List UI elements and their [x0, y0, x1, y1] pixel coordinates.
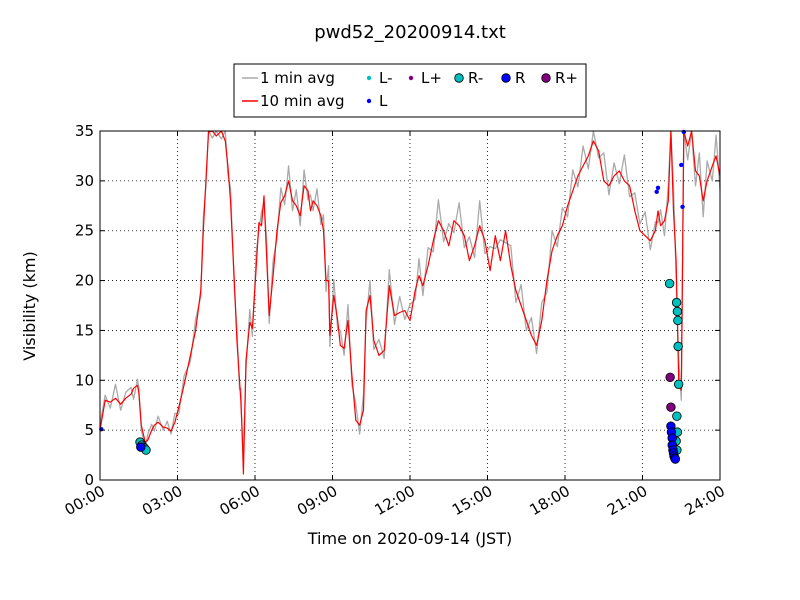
legend-label: L+ [421, 69, 442, 87]
y-axis-label: Visibility (km) [20, 251, 39, 360]
legend-swatch-dot [408, 75, 414, 81]
legend-entry: 1 min avg [242, 69, 335, 87]
legend-swatch-dot [366, 98, 372, 104]
series-rminus-point [673, 315, 683, 326]
y-axis: 0 5 10 15 20 25 30 35 [75, 122, 720, 489]
series-rminus-point [671, 297, 682, 308]
series-l-point [680, 204, 685, 209]
x-tick-label: 09:00 [294, 482, 340, 519]
series-l-point [681, 129, 687, 135]
legend-entry: R- [454, 69, 483, 87]
y-tick-label: 0 [84, 471, 94, 489]
series-10min-avg-line [99, 130, 721, 475]
x-tick-label: 03:00 [139, 482, 185, 519]
legend-entry: L [366, 92, 388, 110]
legend-entry: L+ [408, 69, 442, 87]
x-tick-label: 12:00 [372, 482, 418, 519]
y-tick-label: 10 [75, 371, 94, 389]
legend-swatch-circle [541, 73, 551, 83]
legend: 1 min avg 10 min avg L- L L+ R- R R+ [233, 63, 587, 118]
y-tick-label: 35 [75, 122, 94, 140]
y-tick-label: 5 [84, 421, 94, 439]
legend-label: L- [379, 69, 393, 87]
x-tick-label: 21:00 [604, 482, 650, 519]
x-axis-label: Time on 2020-09-14 (JST) [307, 529, 512, 548]
legend-entry: R+ [541, 69, 578, 87]
legend-label: R+ [555, 69, 578, 87]
x-tick-label: 18:00 [527, 482, 573, 519]
series-l-point [654, 189, 659, 195]
y-tick-label: 20 [75, 272, 94, 290]
series-rplus-point [666, 402, 676, 412]
series-rminus-point [664, 278, 675, 289]
legend-entry: L- [366, 69, 393, 87]
series-rplus-point [665, 372, 675, 382]
legend-label: 1 min avg [260, 69, 335, 87]
series-r-point [670, 454, 681, 464]
legend-label: 10 min avg [260, 92, 345, 110]
series-l-point [679, 162, 684, 168]
legend-frame [233, 63, 587, 118]
legend-label: L [379, 92, 388, 110]
x-tick-label: 24:00 [682, 482, 728, 519]
series-layer [99, 130, 721, 475]
legend-swatch-circle [454, 73, 464, 83]
legend-label: R- [468, 69, 483, 87]
series-rminus-point [672, 411, 682, 421]
y-tick-label: 25 [75, 222, 94, 240]
y-tick-label: 30 [75, 172, 94, 190]
legend-swatch-dot [366, 75, 372, 81]
y-tick-label: 15 [75, 321, 94, 339]
series-l-point [655, 185, 661, 191]
x-tick-label: 15:00 [449, 482, 495, 519]
grid-lines [100, 131, 720, 480]
chart-title: pwd52_20200914.txt [314, 22, 506, 43]
x-tick-label: 06:00 [217, 482, 263, 519]
series-r-point [136, 442, 146, 452]
legend-swatch-circle [501, 73, 511, 83]
marker-layer [99, 129, 687, 464]
series-rminus-point [672, 306, 683, 317]
legend-entry: 10 min avg [242, 92, 345, 110]
series-rminus-point [673, 379, 684, 389]
legend-label: R [515, 69, 525, 87]
series-rminus-point [673, 341, 683, 352]
legend-entry: R [501, 69, 525, 87]
